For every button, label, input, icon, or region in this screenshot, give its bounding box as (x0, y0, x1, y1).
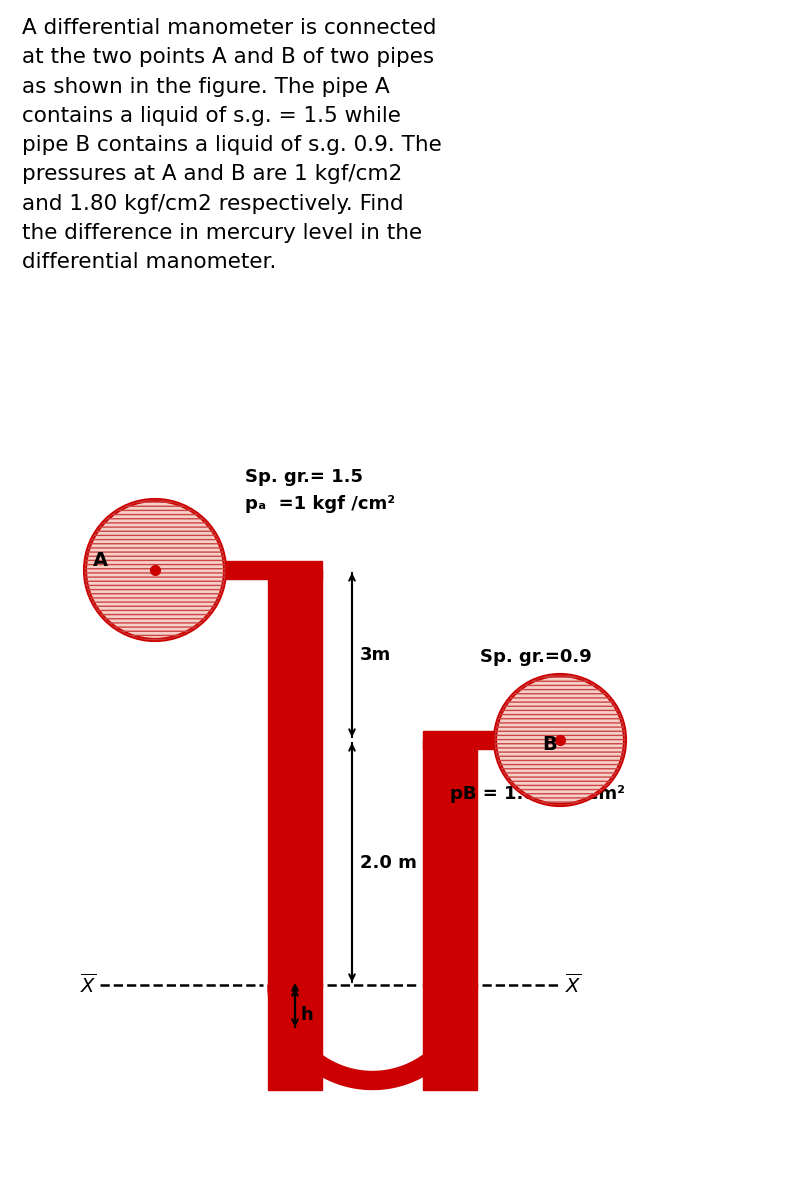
Polygon shape (268, 983, 322, 1090)
Polygon shape (423, 731, 500, 749)
Text: $\overline{X}$: $\overline{X}$ (79, 973, 96, 997)
Text: h: h (300, 1007, 313, 1025)
Text: pₐ  =1 kgf /cm²: pₐ =1 kgf /cm² (245, 494, 395, 514)
Polygon shape (423, 983, 477, 1090)
Polygon shape (268, 570, 322, 986)
Text: B: B (542, 736, 557, 755)
Polygon shape (423, 740, 477, 986)
Text: A: A (93, 551, 108, 570)
Text: Sp. gr.= 1.5: Sp. gr.= 1.5 (245, 468, 363, 486)
Circle shape (495, 674, 625, 805)
Text: $\overline{X}$: $\overline{X}$ (565, 973, 581, 997)
Polygon shape (220, 560, 322, 578)
Polygon shape (268, 985, 477, 1090)
Text: 2.0 m: 2.0 m (360, 853, 417, 871)
Text: A differential manometer is connected
at the two points A and B of two pipes
as : A differential manometer is connected at… (22, 18, 441, 272)
Circle shape (85, 500, 225, 640)
Text: 3m: 3m (360, 646, 391, 664)
Text: pB = 1.8 kgf /cm²: pB = 1.8 kgf /cm² (450, 785, 625, 803)
Text: Sp. gr.=0.9: Sp. gr.=0.9 (480, 648, 592, 666)
